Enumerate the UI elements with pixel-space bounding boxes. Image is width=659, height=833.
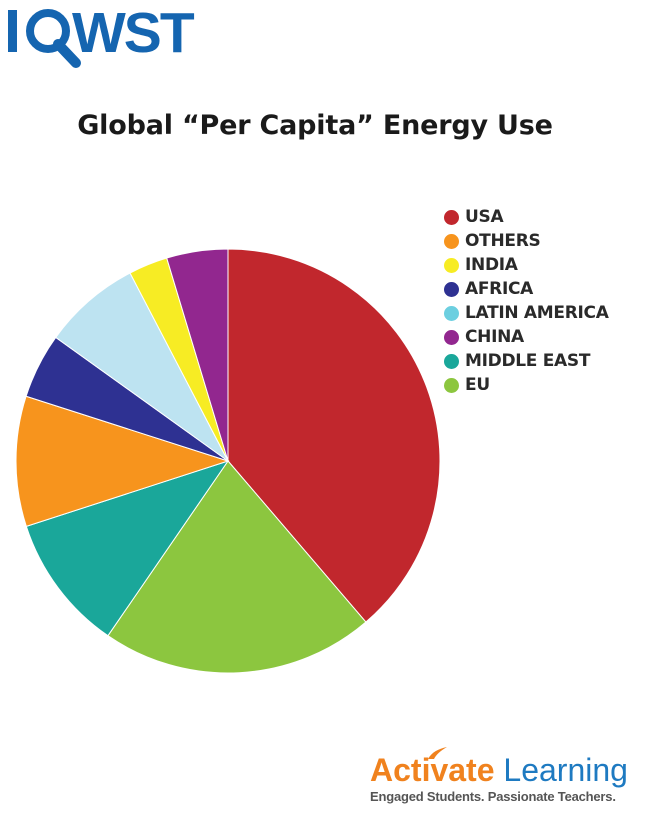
pie-slice-usa <box>227 248 441 623</box>
legend-swatch <box>444 233 459 249</box>
legend-swatch <box>444 257 459 273</box>
legend-label: LATIN AMERICA <box>465 303 609 323</box>
legend-swatch <box>444 209 459 225</box>
iqwst-logo: WST <box>6 0 196 70</box>
legend-label: EU <box>465 375 490 395</box>
legend-item-usa: USA <box>444 205 654 229</box>
activate-learning-logo: Activate Learning Engaged Students. Pass… <box>370 747 650 804</box>
legend-label: OTHERS <box>465 231 541 251</box>
legend-swatch <box>444 281 459 297</box>
legend-swatch <box>444 329 459 345</box>
legend-item-eu: EU <box>444 373 654 397</box>
svg-text:WST: WST <box>72 1 195 65</box>
legend-label: USA <box>465 207 504 227</box>
chart-title: Global “Per Capita” Energy Use <box>77 110 553 141</box>
brand-learning: Learning <box>494 752 628 788</box>
flame-icon <box>428 747 447 759</box>
legend-swatch <box>444 377 459 393</box>
pie-slice-china <box>166 248 229 462</box>
legend-item-middle-east: MIDDLE EAST <box>444 349 654 373</box>
legend-label: MIDDLE EAST <box>465 351 591 371</box>
legend-label: AFRICA <box>465 279 534 299</box>
chart-legend: USA OTHERS INDIA AFRICA LATIN AMERICA CHINA MI… <box>444 205 654 397</box>
legend-item-india: INDIA <box>444 253 654 277</box>
pie-slice-middle-east <box>25 460 230 637</box>
legend-item-others: OTHERS <box>444 229 654 253</box>
pie-slice-eu <box>107 460 367 674</box>
legend-label: CHINA <box>465 327 524 347</box>
brand-tagline: Engaged Students. Passionate Teachers. <box>370 789 616 804</box>
brand-name: Activate Learning <box>370 747 650 788</box>
legend-label: INDIA <box>465 255 518 275</box>
legend-swatch <box>444 305 459 321</box>
legend-item-africa: AFRICA <box>444 277 654 301</box>
legend-item-latin-america: LATIN AMERICA <box>444 301 654 325</box>
legend-swatch <box>444 353 459 369</box>
pie-slice-others <box>15 395 230 528</box>
legend-item-china: CHINA <box>444 325 654 349</box>
pie-slice-latin-america <box>55 272 229 462</box>
